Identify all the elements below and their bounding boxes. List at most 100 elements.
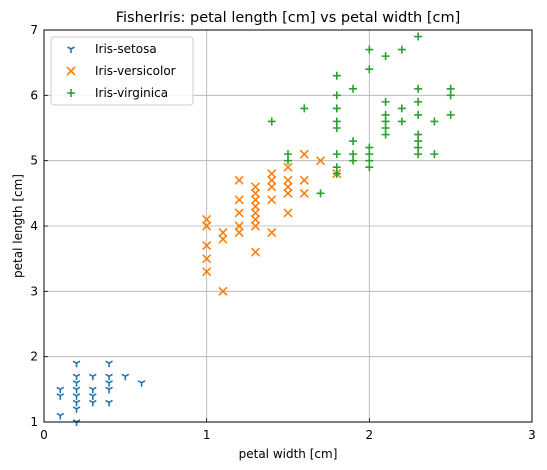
y-tick-label: 7 (30, 23, 38, 37)
iris-versicolor-point (234, 221, 244, 231)
iris-virginica-point (316, 189, 325, 198)
y-axis-label: petal length [cm] (11, 174, 25, 278)
iris-virginica-point (349, 150, 358, 159)
legend-label-iris-versicolor: Iris-versicolor (95, 64, 176, 78)
iris-versicolor-point (283, 188, 293, 198)
iris-setosa-point (72, 399, 81, 407)
iris-virginica-point (332, 91, 341, 100)
iris-versicolor-point (267, 175, 277, 185)
y-tick-label: 2 (30, 350, 38, 364)
iris-virginica-point (430, 150, 439, 159)
iris-versicolor-point (299, 175, 309, 185)
legend-label-iris-virginica: Iris-virginica (95, 86, 168, 100)
x-tick-label: 1 (203, 428, 211, 442)
x-tick-label: 3 (528, 428, 536, 442)
iris-versicolor-point (218, 227, 228, 238)
iris-virginica-point (414, 32, 423, 41)
iris-versicolor-point (250, 221, 261, 231)
iris-versicolor-point (250, 247, 261, 257)
iris-virginica-point (446, 110, 455, 119)
legend-marker-iris-virginica (67, 89, 75, 97)
y-tick-label: 5 (30, 154, 38, 168)
iris-virginica-point (365, 65, 374, 74)
legend-marker-iris-setosa (67, 46, 75, 53)
iris-setosa-point (105, 360, 113, 368)
iris-setosa-point (72, 380, 81, 387)
iris-setosa-point (105, 380, 113, 387)
iris-virginica-point (397, 45, 406, 54)
iris-virginica-point (414, 84, 423, 93)
iris-versicolor-point (218, 234, 228, 244)
iris-virginica-point (332, 104, 341, 113)
iris-virginica-point (332, 163, 341, 172)
iris-virginica-point (332, 117, 341, 126)
iris-virginica-point (365, 143, 374, 152)
iris-setosa-point (56, 386, 65, 394)
iris-versicolor-point (250, 188, 261, 198)
iris-versicolor-point (299, 188, 309, 198)
x-tick-label: 2 (366, 428, 374, 442)
iris-setosa-point (56, 412, 65, 420)
iris-versicolor-point (283, 182, 293, 192)
iris-versicolor-point (202, 267, 212, 277)
iris-versicolor-point (267, 182, 277, 192)
iris-versicolor-point (218, 286, 228, 296)
iris-virginica-point (381, 110, 390, 119)
data-points (56, 32, 455, 426)
iris-versicolor-point (283, 208, 293, 218)
legend: Iris-setosa Iris-versicolor Iris-virginica (50, 36, 194, 106)
iris-virginica-point (349, 137, 358, 146)
iris-virginica-point (332, 71, 341, 80)
iris-versicolor-point (267, 195, 277, 205)
iris-versicolor-point (250, 182, 261, 192)
iris-virginica-point (349, 84, 358, 93)
iris-versicolor-point (315, 156, 326, 166)
iris-virginica-point (365, 45, 374, 54)
iris-virginica-point (332, 150, 341, 159)
y-tick-label: 1 (30, 415, 38, 429)
iris-setosa-point (88, 373, 97, 381)
iris-versicolor-point (234, 227, 244, 238)
iris-versicolor-point (267, 169, 277, 179)
iris-versicolor-point (202, 214, 212, 225)
iris-virginica-point (446, 84, 455, 93)
iris-versicolor-point (283, 175, 293, 185)
iris-versicolor-point (299, 149, 309, 159)
x-axis-label: petal width [cm] (239, 447, 338, 461)
iris-versicolor-point (283, 162, 293, 172)
iris-virginica-point (414, 110, 423, 119)
iris-versicolor-point (250, 201, 261, 211)
iris-setosa-point (88, 386, 97, 394)
x-tick-label: 0 (40, 428, 48, 442)
iris-versicolor-point (202, 241, 212, 251)
iris-virginica-point (267, 117, 276, 126)
iris-setosa-point (105, 373, 113, 381)
iris-setosa-point (105, 386, 113, 394)
legend-label-iris-setosa: Iris-setosa (95, 42, 157, 56)
legend-box (50, 36, 194, 106)
iris-versicolor-point (250, 195, 261, 205)
y-tick-label: 6 (30, 88, 38, 102)
iris-setosa-point (88, 399, 97, 407)
iris-setosa-point (121, 373, 130, 381)
iris-versicolor-point (234, 208, 244, 218)
iris-versicolor-point (250, 208, 261, 218)
iris-virginica-point (414, 130, 423, 139)
chart-title: FisherIris: petal length [cm] vs petal w… (116, 10, 461, 26)
iris-setosa-point (88, 393, 97, 400)
iris-setosa-point (72, 373, 81, 381)
iris-setosa-point (105, 399, 113, 407)
iris-versicolor-point (234, 195, 244, 205)
iris-virginica-point (397, 117, 406, 126)
iris-virginica-point (284, 150, 292, 159)
iris-virginica-point (430, 117, 439, 126)
iris-setosa-point (137, 380, 146, 387)
iris-setosa-point (72, 393, 81, 400)
iris-virginica-point (381, 52, 390, 61)
iris-versicolor-point (250, 214, 261, 225)
iris-virginica-point (381, 97, 390, 106)
iris-versicolor-point (234, 175, 244, 185)
iris-virginica-point (300, 104, 309, 113)
